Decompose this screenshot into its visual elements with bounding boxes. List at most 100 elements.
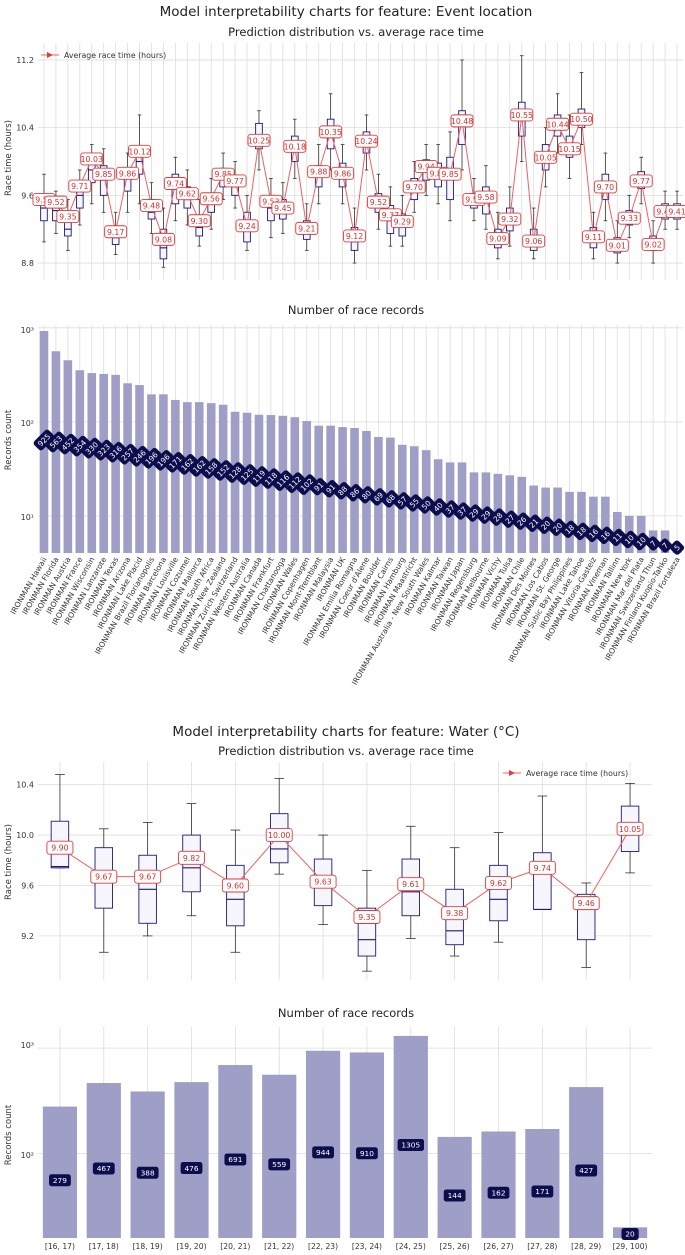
average-label-box: [68, 179, 92, 193]
count-value: 910: [360, 1149, 374, 1158]
average-label-box: [474, 190, 498, 204]
y-tick-label: 10.4: [16, 781, 34, 790]
bar-ironman-texas: [111, 374, 120, 553]
average-label: 9.63: [314, 878, 331, 887]
average-label-box: [546, 117, 570, 131]
x-tick-label: [22, 23): [308, 1242, 338, 1251]
count-badge-bg: [548, 518, 567, 537]
average-label: 9.33: [621, 214, 638, 223]
count-badge-bg: [393, 492, 412, 510]
bar-ironman-lanzarote: [99, 373, 108, 553]
bar-21-22: [262, 1074, 297, 1238]
count-badge-bg: [260, 468, 282, 489]
count-badge-bg: [45, 431, 67, 453]
count-badge-bg: [136, 1166, 159, 1179]
count-badge-bg: [489, 508, 507, 526]
average-label: 9.38: [446, 909, 463, 918]
x-tick-label: [27, 28): [527, 1242, 557, 1251]
average-label: 9.85: [95, 170, 112, 179]
count-badge-bg: [153, 449, 174, 471]
average-label-box: [572, 896, 600, 911]
count-badge-bg: [405, 494, 423, 512]
count-badge-bg: [57, 433, 79, 455]
average-label-box: [528, 860, 556, 875]
average-label: 9.35: [59, 213, 76, 222]
count-badge-bg: [531, 1185, 554, 1198]
average-label: 9.70: [406, 183, 423, 192]
average-label: 9.56: [203, 195, 220, 204]
average-label: 9.46: [578, 899, 595, 908]
bar-ironman-france: [75, 370, 85, 553]
average-label-box: [558, 142, 581, 156]
bar-17-18: [86, 1082, 121, 1238]
count-badge-bg: [575, 1164, 598, 1177]
average-label-box: [605, 238, 629, 252]
average-label-box: [438, 167, 462, 181]
bar-ironman-zurich-switzerland: [230, 411, 240, 553]
legend-1: Average race time (hours): [41, 51, 166, 60]
average-label: 9.58: [477, 193, 494, 202]
ylabel-race-time-2: Race time (hours): [4, 824, 14, 900]
count-badge: 7: [646, 536, 661, 551]
count-value: 427: [579, 1166, 593, 1175]
average-label: 10.12: [128, 147, 150, 156]
count-badge-bg: [657, 538, 673, 553]
count-badge-bg: [309, 477, 328, 496]
average-label: 10.05: [534, 153, 556, 162]
average-label-box: [355, 134, 378, 148]
count-badge-bg: [429, 498, 447, 516]
title-race-records-2: Number of race records: [278, 1006, 414, 1020]
average-label-box: [641, 237, 665, 251]
event-records-bar-chart: 9255634523543303233162572461961961711621…: [9, 325, 685, 686]
average-label: 9.02: [644, 240, 661, 249]
average-label: 9.74: [167, 180, 184, 189]
average-label: 9.85: [441, 170, 458, 179]
water-records-bar-chart: 279 467 388 476 691 559 944 910 1305 144 162 171 427…: [38, 1027, 652, 1251]
average-label: 9.62: [490, 879, 507, 888]
average-label: 9.77: [633, 177, 650, 186]
bar-ironman-louisville: [171, 399, 180, 553]
bar-16-17: [42, 1106, 78, 1238]
count-value: 7: [648, 539, 658, 549]
average-label: 9.90: [51, 844, 68, 853]
average-label-box: [570, 112, 593, 126]
bar-27-28: [525, 1129, 560, 1238]
average-label: 10.25: [248, 136, 270, 145]
y-tick-label: 10.0: [16, 831, 34, 840]
count-badge-bg: [345, 484, 364, 502]
average-label: 9.08: [155, 235, 172, 244]
count-badge-bg: [369, 488, 388, 506]
count-badge-bg: [272, 470, 294, 491]
count-badge-bg: [621, 1228, 639, 1240]
average-label: 10.24: [355, 137, 377, 146]
average-label: 9.11: [585, 233, 602, 242]
box-10: [489, 864, 508, 922]
average-label-box: [140, 199, 163, 212]
average-label: 9.70: [597, 183, 614, 192]
average-label: 10.50: [570, 115, 592, 124]
x-tick-label: [24, 25): [396, 1242, 426, 1251]
average-label-box: [665, 204, 685, 218]
count-badge-bg: [81, 437, 103, 459]
count-badge-bg: [105, 441, 126, 463]
average-label-box: [390, 215, 414, 229]
average-label: 9.94: [418, 163, 435, 172]
title-race-records-1: Number of race records: [288, 303, 424, 317]
average-label: 9.52: [370, 198, 387, 207]
title-prediction-distribution-2: Prediction distribution vs. average race…: [218, 744, 474, 758]
x-tick-label: [28, 29): [571, 1242, 601, 1251]
count-badge-bg: [632, 532, 650, 551]
average-label: 10.03: [81, 155, 103, 164]
average-label: 10.48: [451, 117, 473, 126]
average-label-box: [593, 180, 617, 194]
bar-18-19: [130, 1091, 165, 1238]
bar-25-26: [437, 1136, 472, 1238]
average-label-box: [283, 139, 307, 153]
bar-ironman-barcelona: [159, 394, 168, 553]
average-label: 10.15: [558, 145, 580, 154]
count-badge-bg: [93, 439, 115, 461]
average-label: 9.60: [227, 881, 244, 890]
average-label: 9.24: [238, 222, 255, 231]
count-badge-bg: [333, 482, 352, 500]
